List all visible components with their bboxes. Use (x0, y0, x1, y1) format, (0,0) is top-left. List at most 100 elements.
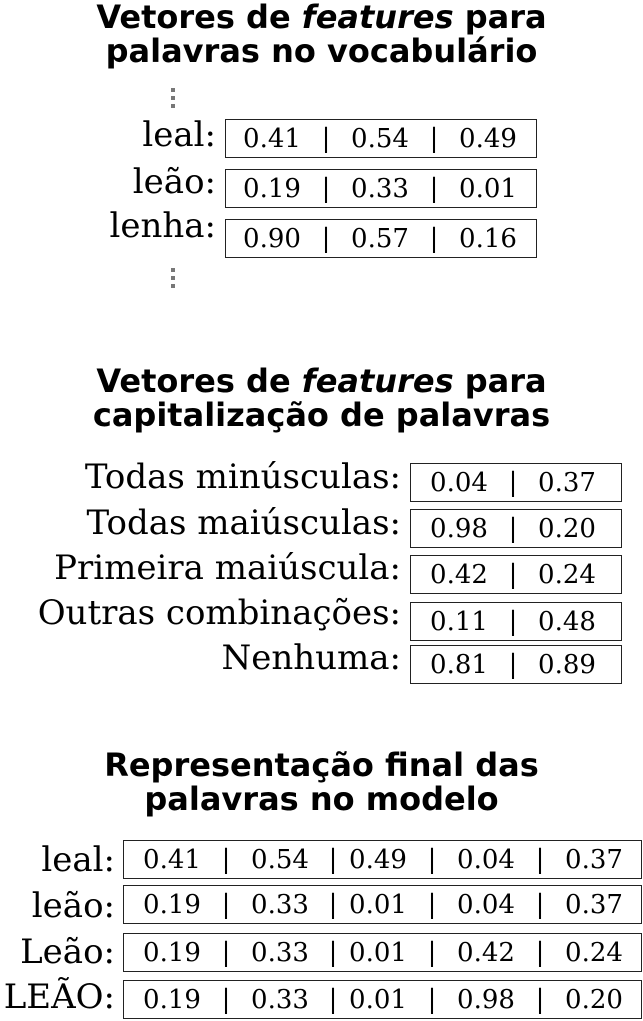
vector-separator: | (535, 844, 545, 875)
word-vector: 0.90 | 0.57 | 0.16 (225, 219, 537, 258)
vector-separator: | (429, 173, 439, 204)
ellipsis-dots-bottom (171, 268, 175, 290)
final-word-vector: 0.19 | 0.33 | 0.01 | 0.04 | 0.37 (123, 885, 642, 924)
vector-cell: 0.37 (565, 889, 623, 920)
vector-cell: 0.04 (457, 844, 515, 875)
vector-separator: | (508, 467, 518, 498)
vocabulary-title-em: features (301, 0, 454, 36)
vector-cell: 0.24 (565, 937, 623, 968)
final-title-line1: Representação final das (104, 746, 539, 784)
vocabulary-title-line2: palavras no vocabulário (105, 32, 538, 70)
vector-cell: 0.33 (251, 984, 309, 1015)
vector-cell: 0.54 (351, 123, 409, 154)
vector-cell: 0.04 (430, 467, 488, 498)
final-word-label: leal: (41, 840, 115, 880)
vector-separator: | (508, 559, 518, 590)
vector-separator: | (321, 223, 331, 254)
vector-separator: | (427, 937, 437, 968)
ellipsis-dots-top (171, 88, 175, 110)
capitalization-label: Nenhuma: (221, 638, 401, 678)
vector-separator: | (508, 649, 518, 680)
final-word-vector: 0.19 | 0.33 | 0.01 | 0.98 | 0.20 (123, 980, 642, 1019)
vector-separator: | (221, 984, 231, 1015)
vector-separator: | (427, 844, 437, 875)
final-word-label: leão: (31, 886, 115, 926)
vector-cell: 0.24 (538, 559, 596, 590)
vector-cell: 0.90 (243, 223, 301, 254)
vector-cell: 0.41 (243, 123, 301, 154)
vector-separator: | (427, 984, 437, 1015)
capitalization-label: Outras combinações: (37, 593, 401, 633)
word-vector: 0.19 | 0.33 | 0.01 (225, 169, 537, 208)
vector-cell: 0.01 (349, 889, 407, 920)
vector-separator: | (429, 123, 439, 154)
final-word-label: LEÃO: (3, 977, 115, 1017)
vector-cell: 0.19 (243, 173, 301, 204)
vector-separator: | (221, 937, 231, 968)
vector-cell: 0.37 (538, 467, 596, 498)
vector-cell: 0.11 (430, 606, 488, 637)
word-label: leão: (132, 162, 216, 202)
capitalization-vector: 0.42 | 0.24 (410, 555, 622, 594)
vector-separator: | (221, 844, 231, 875)
vector-separator: | (508, 606, 518, 637)
vector-separator: | (427, 889, 437, 920)
vector-separator: | (321, 123, 331, 154)
capitalization-title-post: para (453, 362, 547, 400)
vector-cell: 0.37 (565, 844, 623, 875)
capitalization-vector: 0.04 | 0.37 (410, 463, 622, 502)
capitalization-title: Vetores de features para capitalização d… (0, 364, 643, 432)
vector-cell: 0.81 (430, 649, 488, 680)
word-label: leal: (142, 115, 216, 155)
vector-cell: 0.57 (351, 223, 409, 254)
vocabulary-title: Vetores de features para palavras no voc… (0, 0, 643, 68)
vector-cell: 0.98 (457, 984, 515, 1015)
capitalization-label: Todas maiúsculas: (86, 503, 401, 543)
vector-cell: 0.19 (143, 984, 201, 1015)
vector-separator: | (429, 223, 439, 254)
capitalization-title-em: features (301, 362, 454, 400)
vector-cell: 0.33 (351, 173, 409, 204)
vector-cell: 0.89 (538, 649, 596, 680)
word-vector: 0.41 | 0.54 | 0.49 (225, 119, 537, 158)
vector-cell: 0.01 (349, 984, 407, 1015)
vector-cell: 0.16 (459, 223, 517, 254)
vector-cell: 0.48 (538, 606, 596, 637)
vector-cell: 0.33 (251, 889, 309, 920)
vector-separator: | (508, 513, 518, 544)
capitalization-title-pre: Vetores de (96, 362, 302, 400)
vector-cell: 0.20 (538, 513, 596, 544)
capitalization-title-line2: capitalização de palavras (92, 396, 551, 434)
vector-cell: 0.41 (143, 844, 201, 875)
vector-separator: | (328, 889, 338, 920)
vector-cell: 0.54 (251, 844, 309, 875)
vector-separator: | (535, 889, 545, 920)
capitalization-vector: 0.11 | 0.48 (410, 602, 622, 641)
capitalization-label: Primeira maiúscula: (54, 548, 401, 588)
vector-cell: 0.19 (143, 889, 201, 920)
vector-separator: | (328, 844, 338, 875)
word-label: lenha: (109, 206, 216, 246)
vector-separator: | (535, 984, 545, 1015)
vector-cell: 0.49 (459, 123, 517, 154)
final-word-vector: 0.41 | 0.54 | 0.49 | 0.04 | 0.37 (123, 840, 642, 879)
vector-cell: 0.04 (457, 889, 515, 920)
vector-cell: 0.98 (430, 513, 488, 544)
vector-separator: | (221, 889, 231, 920)
vector-separator: | (321, 173, 331, 204)
vector-cell: 0.42 (430, 559, 488, 590)
vector-cell: 0.49 (349, 844, 407, 875)
capitalization-label: Todas minúsculas: (84, 457, 401, 497)
final-word-label: Leão: (20, 932, 115, 972)
capitalization-vector: 0.98 | 0.20 (410, 509, 622, 548)
final-representation-title: Representação final das palavras no mode… (0, 748, 643, 816)
vector-separator: | (328, 984, 338, 1015)
vector-cell: 0.01 (459, 173, 517, 204)
vocabulary-title-pre: Vetores de (96, 0, 302, 36)
vector-cell: 0.19 (143, 937, 201, 968)
final-word-vector: 0.19 | 0.33 | 0.01 | 0.42 | 0.24 (123, 933, 642, 972)
vector-cell: 0.01 (349, 937, 407, 968)
vector-cell: 0.42 (457, 937, 515, 968)
vector-separator: | (535, 937, 545, 968)
vector-cell: 0.33 (251, 937, 309, 968)
